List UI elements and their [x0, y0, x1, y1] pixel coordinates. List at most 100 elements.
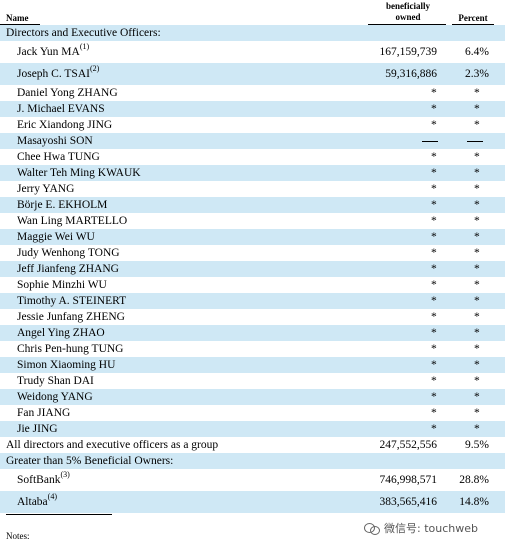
row-percent: * — [474, 407, 480, 419]
row-name-text: Walter Teh Ming KWAUK — [17, 167, 141, 179]
row-name-text: SoftBank — [17, 474, 61, 486]
row-name: Eric Xiandong JING — [17, 117, 112, 133]
section-label: Greater than 5% Beneficial Owners: — [6, 455, 174, 467]
owner-row: SoftBank(3) 746,998,571 28.8% — [0, 469, 505, 491]
row-shares: * — [431, 391, 437, 403]
row-name-text: Daniel Yong ZHANG — [17, 87, 118, 99]
row-percent: * — [474, 391, 480, 403]
row-name: Chris Pen-hung TUNG — [17, 341, 123, 357]
row-shares: * — [431, 247, 437, 259]
row-name: Altaba(4) — [17, 491, 57, 513]
row-shares: * — [431, 167, 437, 179]
section-greater: Greater than 5% Beneficial Owners: — [0, 453, 505, 469]
table-row: Masayoshi SON — [0, 133, 505, 149]
row-name: Joseph C. TSAI(2) — [17, 63, 99, 85]
watermark-text: 微信号: touchweb — [384, 522, 478, 535]
row-shares: * — [431, 119, 437, 131]
row-shares: * — [431, 295, 437, 307]
footnote-marker: (1) — [79, 42, 90, 51]
table-row: Timothy A. STEINERT * * — [0, 293, 505, 309]
row-name-text: Trudy Shan DAI — [17, 375, 94, 387]
row-shares: * — [431, 359, 437, 371]
row-name: Judy Wenhong TONG — [17, 245, 120, 261]
row-name-text: Maggie Wei WU — [17, 231, 95, 243]
table-row: Jerry YANG * * — [0, 181, 505, 197]
row-name: Masayoshi SON — [17, 133, 93, 149]
table-row: Fan JIANG * * — [0, 405, 505, 421]
row-percent: * — [474, 167, 480, 179]
table-row: Börje E. EKHOLM * * — [0, 197, 505, 213]
table-row: Chris Pen-hung TUNG * * — [0, 341, 505, 357]
row-name-text: Altaba — [17, 496, 48, 508]
row-shares: 247,552,556 — [379, 439, 438, 451]
row-name-text: Masayoshi SON — [17, 135, 93, 147]
table-row: Joseph C. TSAI(2) 59,316,886 2.3% — [0, 63, 505, 85]
row-name-text: Jeff Jianfeng ZHANG — [17, 263, 119, 275]
row-shares: * — [431, 343, 437, 355]
row-name: Timothy A. STEINERT — [17, 293, 126, 309]
row-percent: * — [474, 359, 480, 371]
header-beneficially: beneficially — [386, 1, 430, 11]
table-row: Maggie Wei WU * * — [0, 229, 505, 245]
row-shares: * — [431, 199, 437, 211]
row-name: Jack Yun MA(1) — [17, 41, 89, 63]
row-name-text: Timothy A. STEINERT — [17, 295, 127, 307]
row-name: Börje E. EKHOLM — [17, 197, 107, 213]
row-shares: * — [431, 407, 437, 419]
row-shares: 746,998,571 — [379, 474, 438, 486]
row-percent: * — [474, 247, 480, 259]
table-row: Simon Xiaoming HU * * — [0, 357, 505, 373]
row-percent: * — [474, 343, 480, 355]
table-row: Judy Wenhong TONG * * — [0, 245, 505, 261]
table-row: Weidong YANG * * — [0, 389, 505, 405]
row-name-text: Weidong YANG — [17, 391, 93, 403]
table-row: Jie JING * * — [0, 421, 505, 437]
group-row: All directors and executive officers as … — [0, 437, 505, 453]
row-name-text: Simon Xiaoming HU — [17, 359, 116, 371]
table-row: Angel Ying ZHAO * * — [0, 325, 505, 341]
notes-rule — [6, 514, 112, 515]
row-name: SoftBank(3) — [17, 469, 70, 491]
row-shares: * — [431, 327, 437, 339]
row-percent: * — [474, 215, 480, 227]
row-shares: * — [431, 151, 437, 163]
row-percent: * — [474, 231, 480, 243]
header-beneficially-owned: beneficially owned — [366, 1, 450, 23]
row-name-text: Joseph C. TSAI — [17, 68, 90, 80]
row-percent: * — [474, 103, 480, 115]
row-name-text: Jerry YANG — [17, 183, 75, 195]
row-name-text: Eric Xiandong JING — [17, 119, 113, 131]
footnote-marker: (3) — [60, 470, 70, 479]
header-rule — [0, 24, 40, 25]
row-shares: * — [431, 183, 437, 195]
row-name: Fan JIANG — [17, 405, 70, 421]
owner-row: Altaba(4) 383,565,416 14.8% — [0, 491, 505, 513]
row-shares: 383,565,416 — [379, 496, 438, 508]
row-percent: 9.5% — [465, 439, 489, 451]
row-percent: 6.4% — [465, 46, 489, 58]
row-percent: * — [474, 423, 480, 435]
table-row: Jessie Junfang ZHENG * * — [0, 309, 505, 325]
row-shares: * — [431, 263, 437, 275]
row-name: Wan Ling MARTELLO — [17, 213, 127, 229]
row-shares: 59,316,886 — [385, 68, 437, 80]
row-name-text: Chris Pen-hung TUNG — [17, 343, 124, 355]
row-name: Sophie Minzhi WU — [17, 277, 107, 293]
row-name: Angel Ying ZHAO — [17, 325, 105, 341]
header-percent: Percent — [458, 13, 488, 23]
table-row: Jeff Jianfeng ZHANG * * — [0, 261, 505, 277]
row-name: Jessie Junfang ZHENG — [17, 309, 125, 325]
row-name-text: Fan JIANG — [17, 407, 71, 419]
row-name-text: Jack Yun MA — [17, 46, 80, 58]
row-name: Jie JING — [17, 421, 58, 437]
header-rule — [368, 24, 446, 25]
table-row: Walter Teh Ming KWAUK * * — [0, 165, 505, 181]
row-name-text: Angel Ying ZHAO — [17, 327, 105, 339]
table-row: Eric Xiandong JING * * — [0, 117, 505, 133]
footnote-marker: (4) — [47, 492, 57, 501]
row-name-text: Börje E. EKHOLM — [17, 199, 108, 211]
row-name-text: Jie JING — [17, 423, 58, 435]
table-row: Wan Ling MARTELLO * * — [0, 213, 505, 229]
row-shares: * — [431, 87, 437, 99]
wechat-icon — [364, 522, 380, 535]
